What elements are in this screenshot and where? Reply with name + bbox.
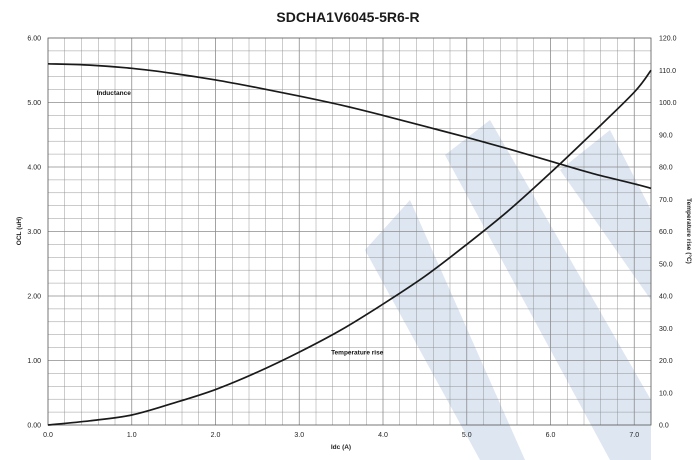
y-left-tick-label: 0.00: [27, 423, 41, 430]
y-right-tick-label: 110.0: [659, 68, 676, 75]
watermark-logo: [365, 120, 651, 460]
y-left-tick-label: 6.00: [27, 36, 41, 43]
x-axis-label: Idc (A): [331, 444, 351, 451]
y-right-tick-label: 30.0: [659, 326, 673, 333]
x-tick-label: 7.0: [629, 432, 639, 439]
y-right-tick-label: 0.0: [659, 423, 669, 430]
y-right-tick-label: 90.0: [659, 132, 673, 139]
annotation-temperature-rise: Temperature rise: [331, 350, 384, 357]
chart-title: SDCHA1V6045-5R6-R: [276, 9, 419, 25]
y-left-tick-label: 4.00: [27, 165, 41, 172]
x-tick-label: 4.0: [378, 432, 388, 439]
x-tick-label: 1.0: [127, 432, 137, 439]
y-axis-left-label: OCL (uH): [16, 217, 23, 245]
series-group: [47, 62, 652, 426]
y-right-tick-label: 50.0: [659, 261, 673, 268]
series-line-inductance: [47, 62, 652, 190]
y-left-tick-label: 3.00: [27, 229, 41, 236]
y-right-tick-label: 40.0: [659, 294, 673, 301]
y-right-tick-label: 10.0: [659, 390, 673, 397]
y-right-tick-label: 80.0: [659, 165, 673, 172]
x-tick-label: 6.0: [546, 432, 556, 439]
y-right-tick-label: 120.0: [659, 36, 677, 43]
y-left-tick-label: 2.00: [27, 294, 41, 301]
y-left-tick-label: 1.00: [27, 358, 41, 365]
watermark-band: [365, 200, 525, 460]
y-right-tick-label: 20.0: [659, 358, 673, 365]
y-right-tick-label: 100.0: [659, 100, 677, 107]
x-tick-label: 5.0: [462, 432, 472, 439]
annotation-inductance: Inductance: [97, 90, 132, 97]
series-line-temperature-rise: [47, 69, 652, 426]
grid: [48, 38, 651, 425]
y-right-tick-label: 60.0: [659, 229, 673, 236]
plot-frame: [47, 37, 652, 426]
y-right-tick-label: 70.0: [659, 197, 673, 204]
watermark-band: [445, 120, 651, 460]
tick-labels: 0.0 1.0 2.0 3.0 4.0 5.0 6.0 7.0 0.00 1.00 2.00 3.00…: [27, 36, 676, 440]
x-tick-label: 0.0: [43, 432, 53, 439]
x-tick-label: 3.0: [294, 432, 304, 439]
y-left-tick-label: 5.00: [27, 100, 41, 107]
y-axis-right-label: Temperature rise (°C): [685, 198, 693, 264]
x-tick-label: 2.0: [211, 432, 221, 439]
